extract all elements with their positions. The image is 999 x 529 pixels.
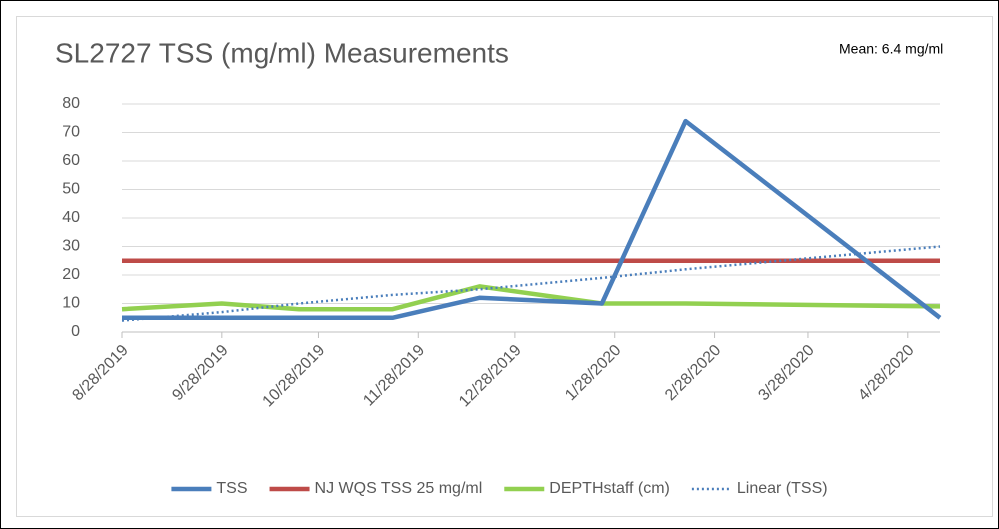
y-tick-label: 20	[62, 266, 80, 283]
y-tick-label: 80	[62, 95, 80, 112]
legend-label: Linear (TSS)	[737, 480, 828, 497]
y-tick-label: 50	[62, 181, 80, 198]
chart-frame	[16, 16, 993, 517]
legend-item: DEPTHstaff (cm)	[504, 480, 670, 497]
y-tick-label: 70	[62, 124, 80, 141]
legend-item: Linear (TSS)	[691, 480, 828, 497]
series-line	[121, 284, 941, 312]
y-tick-label: 30	[62, 238, 80, 255]
y-tick-label: 40	[62, 209, 80, 226]
legend-label: NJ WQS TSS 25 mg/ml	[315, 480, 483, 497]
y-tick-label: 10	[62, 295, 80, 312]
y-tick-label: 0	[71, 323, 80, 340]
y-tick-label: 60	[62, 152, 80, 169]
series-line	[122, 118, 942, 321]
legend: TSS NJ WQS TSS 25 mg/ml DEPTHstaff (cm) Lin…	[171, 480, 828, 497]
legend-label: TSS	[216, 480, 247, 497]
chart-title: SL2727 TSS (mg/ml) Measurements	[55, 37, 509, 68]
legend-item: TSS	[171, 480, 248, 497]
legend-label: DEPTHstaff (cm)	[549, 480, 670, 497]
series-line	[121, 245, 941, 322]
annotation: Mean: 6.4 mg/ml	[839, 41, 943, 57]
legend-item: NJ WQS TSS 25 mg/ml	[269, 480, 483, 497]
plot-area	[121, 118, 942, 322]
